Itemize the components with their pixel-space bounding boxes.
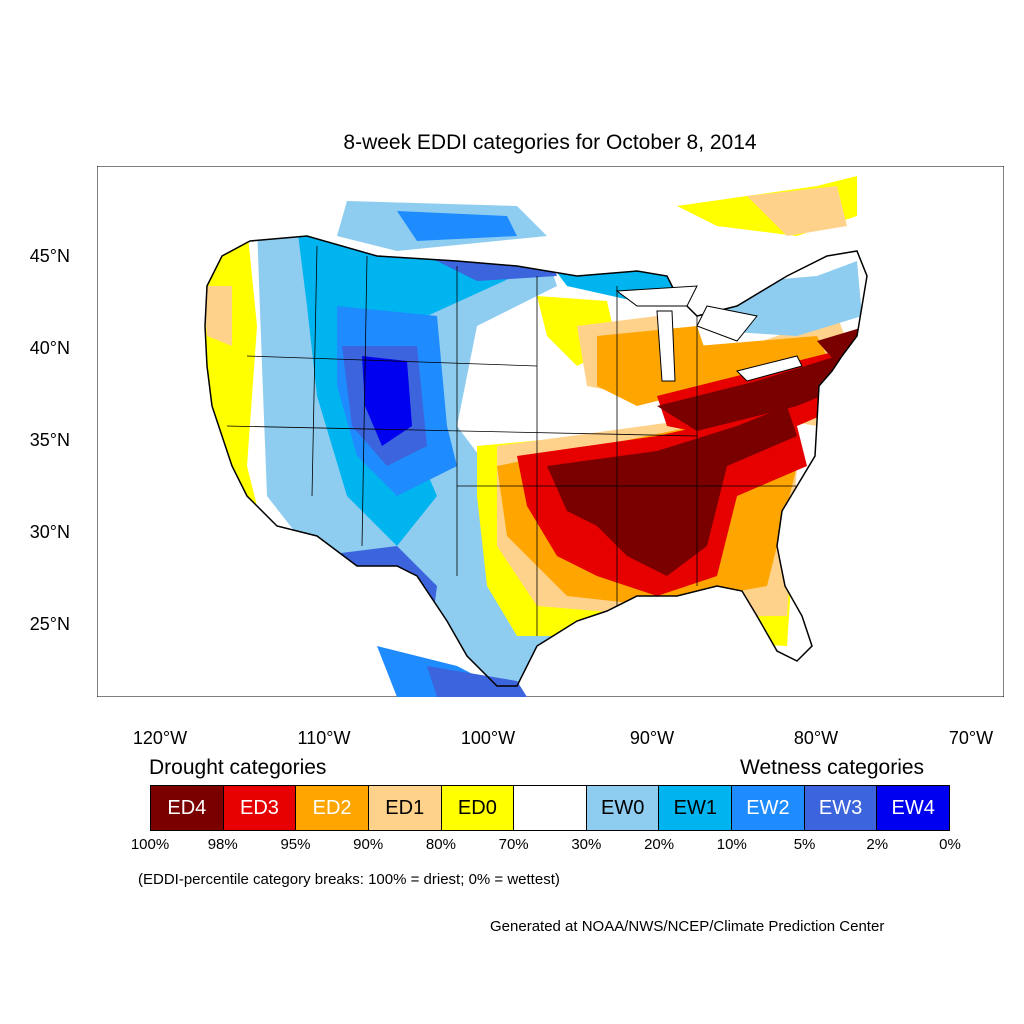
lat-label-30: 30°N	[29, 522, 70, 542]
legend-cell-ed4: ED4	[151, 786, 224, 830]
lon-label-80w: 80°W	[793, 728, 839, 748]
legend-break-label: 20%	[644, 836, 675, 853]
lon-label-90w: 90°W	[629, 728, 675, 748]
lon-label-110w: 110°W	[297, 728, 351, 748]
map-title: 8-week EDDI categories for October 8, 20…	[343, 131, 757, 154]
lon-label-70w: 70°W	[948, 728, 994, 748]
legend-break-label: 100%	[130, 836, 170, 853]
lat-label-45: 45°N	[29, 246, 70, 266]
legend-cell-ew3: EW3	[804, 786, 878, 830]
legend-break-label: 98%	[207, 836, 238, 853]
legend-break-label: 95%	[280, 836, 311, 853]
legend-cell-ew2: EW2	[732, 786, 805, 830]
legend-break-label: 70%	[498, 836, 529, 853]
great-lakes	[615, 285, 803, 382]
legend-cell-ed2: ED2	[296, 786, 369, 830]
legend-cell-ew1: EW1	[659, 786, 733, 830]
legend-break-label: 30%	[571, 836, 602, 853]
legend-break-label: 10%	[716, 836, 747, 853]
region-core-drought	[547, 406, 797, 576]
drought-heading: Drought categories	[149, 756, 327, 779]
lon-label-120w: 120°W	[132, 728, 188, 748]
legend-cell-ed1: ED1	[368, 786, 442, 830]
legend-break-label: 0%	[939, 836, 961, 853]
lat-label-40: 40°N	[29, 338, 70, 358]
lon-label-100w: 100°W	[460, 728, 516, 748]
legend-cell-ew4: EW4	[877, 786, 950, 830]
legend-cell-ed0: ED0	[441, 786, 515, 830]
legend-cell-ew0: EW0	[586, 786, 660, 830]
legend-break-label: 5%	[793, 836, 816, 853]
legend-break-label: 2%	[866, 836, 889, 853]
state-boundaries	[226, 245, 797, 636]
legend-colorbar: ED4 ED3 ED2 ED1 ED0 EW0 EW1 EW2 EW3 EW4	[150, 785, 950, 831]
lat-label-35: 35°N	[29, 430, 70, 450]
legend-break-label: 90%	[353, 836, 384, 853]
credit-text: Generated at NOAA/NWS/NCEP/Climate Predi…	[490, 918, 885, 935]
legend-break-label: 80%	[425, 836, 456, 853]
legend-cell-neutral	[514, 786, 587, 830]
wetness-heading: Wetness categories	[740, 756, 925, 779]
lat-label-25: 25°N	[29, 614, 70, 634]
break-note: (EDDI-percentile category breaks: 100% =…	[138, 871, 560, 888]
legend-cell-ed3: ED3	[223, 786, 297, 830]
map-panel	[97, 166, 1004, 697]
